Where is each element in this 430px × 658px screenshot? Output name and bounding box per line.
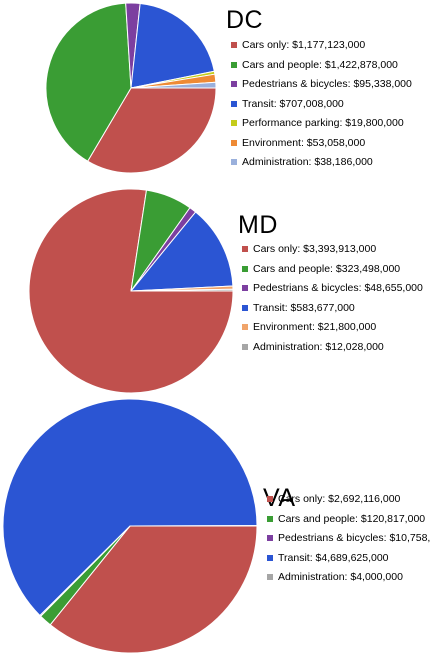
legend-label: Environment: $53,058,000	[242, 136, 366, 149]
legend-swatch	[242, 343, 248, 350]
legend-swatch	[242, 265, 248, 272]
legend-swatch	[231, 42, 237, 48]
legend-label: Pedestrians & bicycles: $10,758,000	[278, 532, 430, 544]
legend-item-va-pedestrians-and-bicycles: Pedestrians & bicycles: $10,758,000	[267, 529, 430, 549]
legend-swatch	[231, 159, 237, 165]
legend-item-va-cars-and-people: Cars and people: $120,817,000	[267, 510, 430, 530]
chart-dc: DC Cars only: $1,177,123,000 Cars and peo…	[0, 0, 430, 190]
legend-item-md-environment: Environment: $21,800,000	[242, 318, 423, 338]
legend-md: Cars only: $3,393,913,000 Cars and people…	[242, 240, 423, 357]
pie-slice-dc-cars-only	[87, 87, 217, 174]
legend-swatch	[267, 554, 273, 561]
legend-label: Administration: $38,186,000	[242, 156, 373, 168]
pie-slice-va-cars-only	[49, 525, 258, 654]
legend-item-dc-performance-parking: Performance parking: $19,800,000	[231, 114, 412, 134]
legend-swatch	[242, 304, 248, 311]
pie-va	[2, 398, 258, 654]
legend-swatch	[231, 61, 237, 68]
pie-slice-dc-transit	[130, 2, 215, 89]
chart-va: VA Cars only: $2,692,116,000 Cars and peo…	[0, 395, 430, 658]
legend-swatch	[231, 81, 237, 87]
legend-swatch	[242, 285, 248, 291]
pie-dc	[45, 2, 217, 174]
legend-label: Cars only: $1,177,123,000	[242, 39, 366, 51]
legend-label: Cars and people: $120,817,000	[278, 512, 426, 525]
pie-slice-md-transit	[130, 211, 234, 292]
legend-label: Pedestrians & bicycles: $48,655,000	[253, 282, 423, 294]
legend-label: Performance parking: $19,800,000	[242, 117, 404, 129]
pie-slice-dc-cars-and-people	[45, 2, 132, 162]
legend-swatch	[231, 100, 237, 107]
legend-item-va-cars-only: Cars only: $2,692,116,000	[267, 490, 430, 510]
legend-item-dc-cars-and-people: Cars and people: $1,422,878,000	[231, 56, 412, 76]
legend-swatch	[242, 246, 248, 252]
chart-title-md: MD	[238, 211, 278, 239]
legend-item-md-pedestrians-and-bicycles: Pedestrians & bicycles: $48,655,000	[242, 279, 423, 299]
legend-label: Pedestrians & bicycles: $95,338,000	[242, 78, 412, 90]
legend-label: Cars and people: $1,422,878,000	[242, 58, 398, 71]
legend-label: Cars only: $3,393,913,000	[253, 243, 377, 255]
legend-swatch	[267, 515, 273, 522]
legend-label: Transit: $4,689,625,000	[278, 551, 389, 564]
legend-swatch	[242, 324, 248, 330]
legend-label: Environment: $21,800,000	[253, 321, 377, 333]
chart-md: MD Cars only: $3,393,913,000 Cars and peo…	[0, 185, 430, 395]
legend-item-md-transit: Transit: $583,677,000	[242, 299, 423, 319]
pie-slice-dc-administration	[130, 81, 217, 89]
legend-label: Transit: $583,677,000	[253, 301, 355, 314]
legend-swatch	[267, 496, 273, 502]
legend-label: Administration: $12,028,000	[253, 340, 384, 353]
pie-slice-va-transit	[2, 398, 258, 616]
legend-item-dc-pedestrians-and-bicycles: Pedestrians & bicycles: $95,338,000	[231, 75, 412, 95]
legend-label: Cars and people: $323,498,000	[253, 262, 401, 275]
legend-item-dc-transit: Transit: $707,008,000	[231, 95, 412, 115]
legend-item-md-administration: Administration: $12,028,000	[242, 338, 423, 358]
legend-item-va-administration: Administration: $4,000,000	[267, 568, 430, 588]
legend-item-md-cars-only: Cars only: $3,393,913,000	[242, 240, 423, 260]
legend-swatch	[231, 120, 237, 126]
legend-item-va-transit: Transit: $4,689,625,000	[267, 549, 430, 569]
legend-item-dc-environment: Environment: $53,058,000	[231, 134, 412, 154]
legend-swatch	[231, 139, 237, 146]
pie-slice-md-administration	[130, 288, 234, 292]
legend-swatch	[267, 535, 273, 541]
legend-item-dc-administration: Administration: $38,186,000	[231, 153, 412, 173]
pie-md	[28, 188, 234, 394]
chart-title-dc: DC	[226, 6, 264, 34]
legend-dc: Cars only: $1,177,123,000 Cars and people…	[231, 36, 412, 173]
legend-swatch	[267, 574, 273, 580]
legend-label: Cars only: $2,692,116,000	[278, 493, 401, 505]
legend-item-md-cars-and-people: Cars and people: $323,498,000	[242, 260, 423, 280]
legend-label: Transit: $707,008,000	[242, 97, 344, 110]
legend-va: Cars only: $2,692,116,000 Cars and people…	[267, 490, 430, 588]
legend-label: Administration: $4,000,000	[278, 571, 403, 583]
legend-item-dc-cars-only: Cars only: $1,177,123,000	[231, 36, 412, 56]
